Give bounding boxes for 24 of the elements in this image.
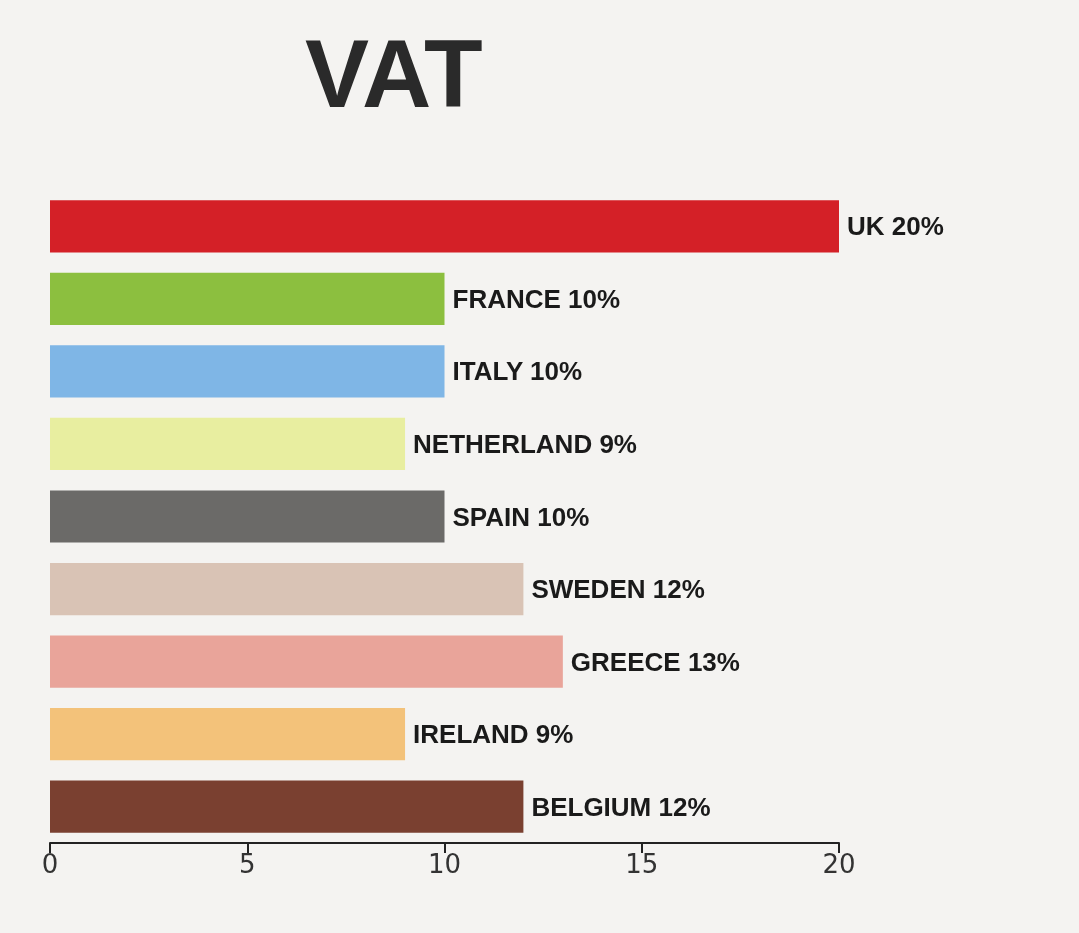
bar	[50, 200, 839, 253]
x-tick-label: 20	[822, 849, 856, 879]
data-label: BELGIUM 12%	[531, 791, 711, 822]
x-tick-label: 10	[427, 849, 462, 879]
x-tick-label: 0	[41, 849, 59, 879]
data-label: NETHERLAND 9%	[413, 428, 637, 459]
chart-title: VAT	[305, 19, 483, 127]
data-label: IRELAND 9%	[413, 719, 574, 750]
bar	[50, 417, 406, 471]
data-label: FRANCE 10%	[452, 283, 621, 314]
data-label: ITALY 10%	[452, 356, 583, 387]
bar	[50, 345, 445, 398]
data-label: UK 20%	[847, 211, 944, 242]
bar	[50, 272, 445, 325]
bar	[50, 780, 524, 833]
data-label: SWEDEN 12%	[531, 574, 705, 605]
data-label: SPAIN 10%	[452, 501, 590, 532]
bar	[50, 490, 445, 543]
bar	[50, 562, 524, 616]
bar	[50, 708, 406, 761]
data-label: GREECE 13%	[570, 646, 740, 677]
x-tick-label: 5	[238, 849, 256, 879]
bar	[50, 635, 563, 688]
x-tick-label: 15	[625, 849, 659, 879]
